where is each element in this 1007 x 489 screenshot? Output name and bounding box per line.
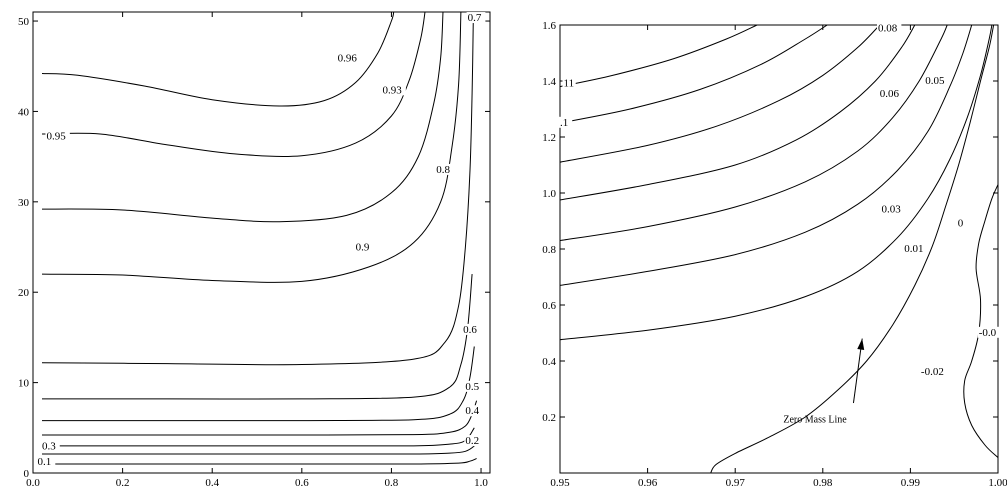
x-tick-label: 0.98 <box>813 477 833 489</box>
y-tick-label: 1.0 <box>542 188 556 200</box>
contour-label: 0.06 <box>880 88 900 100</box>
contour-label: -0.02 <box>921 366 944 378</box>
contour-lines <box>560 25 998 473</box>
contour-line-0 <box>710 25 995 473</box>
contour-line-0.03 <box>560 25 973 286</box>
contour-line-0.95 <box>41 12 395 107</box>
contour-label: 0.95 <box>46 130 66 142</box>
contour-label: 0.5 <box>465 381 479 393</box>
chart-panel-1: 0.0 0.2 0.4 0.6 0.8 1.0 0 10 20 30 40 50 0.1 0.3 0.2 0.… <box>18 11 491 489</box>
y-tick-label: 1.4 <box>542 76 556 88</box>
contour-label-bg <box>45 130 70 142</box>
contour-label: 0 <box>958 218 964 230</box>
contour-label-bg <box>878 87 904 99</box>
contour-line-unlabeled-3 <box>560 25 948 242</box>
annotation-arrow-head <box>857 338 865 350</box>
contour-line-0.7 <box>41 12 462 283</box>
x-tick-label: 1.0 <box>474 477 488 489</box>
y-tick-label: 40 <box>18 106 30 118</box>
x-tick-label: 0.99 <box>901 477 921 489</box>
contour-line-0.2 <box>41 441 478 455</box>
chart-panel-2: 0.95 0.96 0.97 0.98 0.99 1.00 0.2 0.4 0.6 0.8 1.0 1… <box>542 20 1007 489</box>
contour-line-0.08 <box>560 25 758 88</box>
contour-label: -0.0 <box>979 327 997 339</box>
contour-line-0.05 <box>560 25 916 201</box>
y-tick-label: 1.6 <box>542 20 556 32</box>
contour-label: 0.93 <box>382 84 402 96</box>
x-tick-label: 0.4 <box>205 477 219 489</box>
contour-line-0.5 <box>41 346 475 422</box>
contour-label: 0.9 <box>356 242 370 254</box>
x-tick-label: 0.0 <box>26 477 40 489</box>
x-tick-label: 0.95 <box>550 477 570 489</box>
contour-label-bg <box>354 241 374 253</box>
contour-label: 0.08 <box>878 23 898 35</box>
contour-line-unlabeled-6 <box>560 25 828 124</box>
contour-line-0.9 <box>41 12 426 157</box>
x-tick-label: 0.6 <box>295 477 309 489</box>
contour-label: 11 <box>564 78 575 90</box>
contour-label: 0.8 <box>436 164 450 176</box>
x-tick-label: 1.00 <box>988 477 1007 489</box>
x-tick-label: 0.8 <box>385 477 399 489</box>
contour-label-bg <box>956 217 965 229</box>
contour-lines <box>41 12 478 465</box>
contour-label-bg <box>462 323 481 335</box>
contour-line-0.1 <box>41 458 477 465</box>
plot-frame <box>32 11 491 474</box>
contour-line-0.6 <box>41 12 474 366</box>
y-tick-label: 30 <box>18 197 30 209</box>
contour-label-bg <box>559 116 573 128</box>
contour-label: 0.03 <box>881 204 901 216</box>
y-tick-label: 0.4 <box>542 356 556 368</box>
plot-frame <box>559 24 999 474</box>
contour-label-bg <box>903 242 928 254</box>
contour-label-bg <box>464 435 484 447</box>
y-tick-label: 0.8 <box>542 244 556 256</box>
contour-label: 0.2 <box>465 435 479 447</box>
contour-line-0.4 <box>42 400 478 436</box>
contour-label-bg <box>562 77 576 89</box>
contour-label: 0.6 <box>463 324 477 336</box>
y-tick-label: 50 <box>18 16 30 28</box>
contour-label: 0.96 <box>338 53 358 65</box>
contour-label-bg <box>876 22 902 34</box>
y-tick-label: 20 <box>18 287 30 299</box>
y-tick-label: 10 <box>18 378 30 390</box>
contour-label: 0.3 <box>42 440 56 452</box>
contour-label: 0.7 <box>468 12 482 24</box>
contour-label-bg <box>977 326 1003 338</box>
y-tick-label: 0.6 <box>542 300 556 312</box>
contour-label-bg <box>464 380 484 392</box>
contour-label-bg <box>466 12 486 24</box>
y-tick-label: 1.2 <box>542 132 556 144</box>
contour-line-0.01 <box>560 25 993 341</box>
contour-label: .1 <box>560 117 568 129</box>
contour-label-bg <box>919 366 950 377</box>
contour-line-0.3 <box>42 427 475 447</box>
contour-label-bg <box>336 52 362 64</box>
contour-label: 0.01 <box>904 243 923 255</box>
contour-line-unlabeled-5 <box>42 274 473 400</box>
contour-line--0.02 <box>963 184 998 458</box>
x-tick-label: 0.96 <box>638 477 658 489</box>
contour-label-bg <box>924 74 949 86</box>
contour-label-bg <box>36 455 56 467</box>
contour-line-0.06 <box>560 25 881 163</box>
contour-label: 0.05 <box>925 75 945 87</box>
x-tick-label: 0.2 <box>116 477 130 489</box>
y-tick-label: 0.2 <box>542 412 556 424</box>
y-tick-label: 0 <box>24 468 30 480</box>
contour-label-bg <box>880 203 905 215</box>
contour-label: 0.4 <box>465 405 479 417</box>
contour-line-0.8 <box>41 12 444 223</box>
annotation-label: Zero Mass Line <box>783 415 847 426</box>
contour-label: 0.1 <box>37 456 51 468</box>
contour-label-bg <box>464 405 484 417</box>
contour-label-bg <box>40 440 60 452</box>
contour-label-bg <box>435 163 455 175</box>
x-tick-label: 0.97 <box>726 477 746 489</box>
contour-label-bg <box>381 84 406 96</box>
